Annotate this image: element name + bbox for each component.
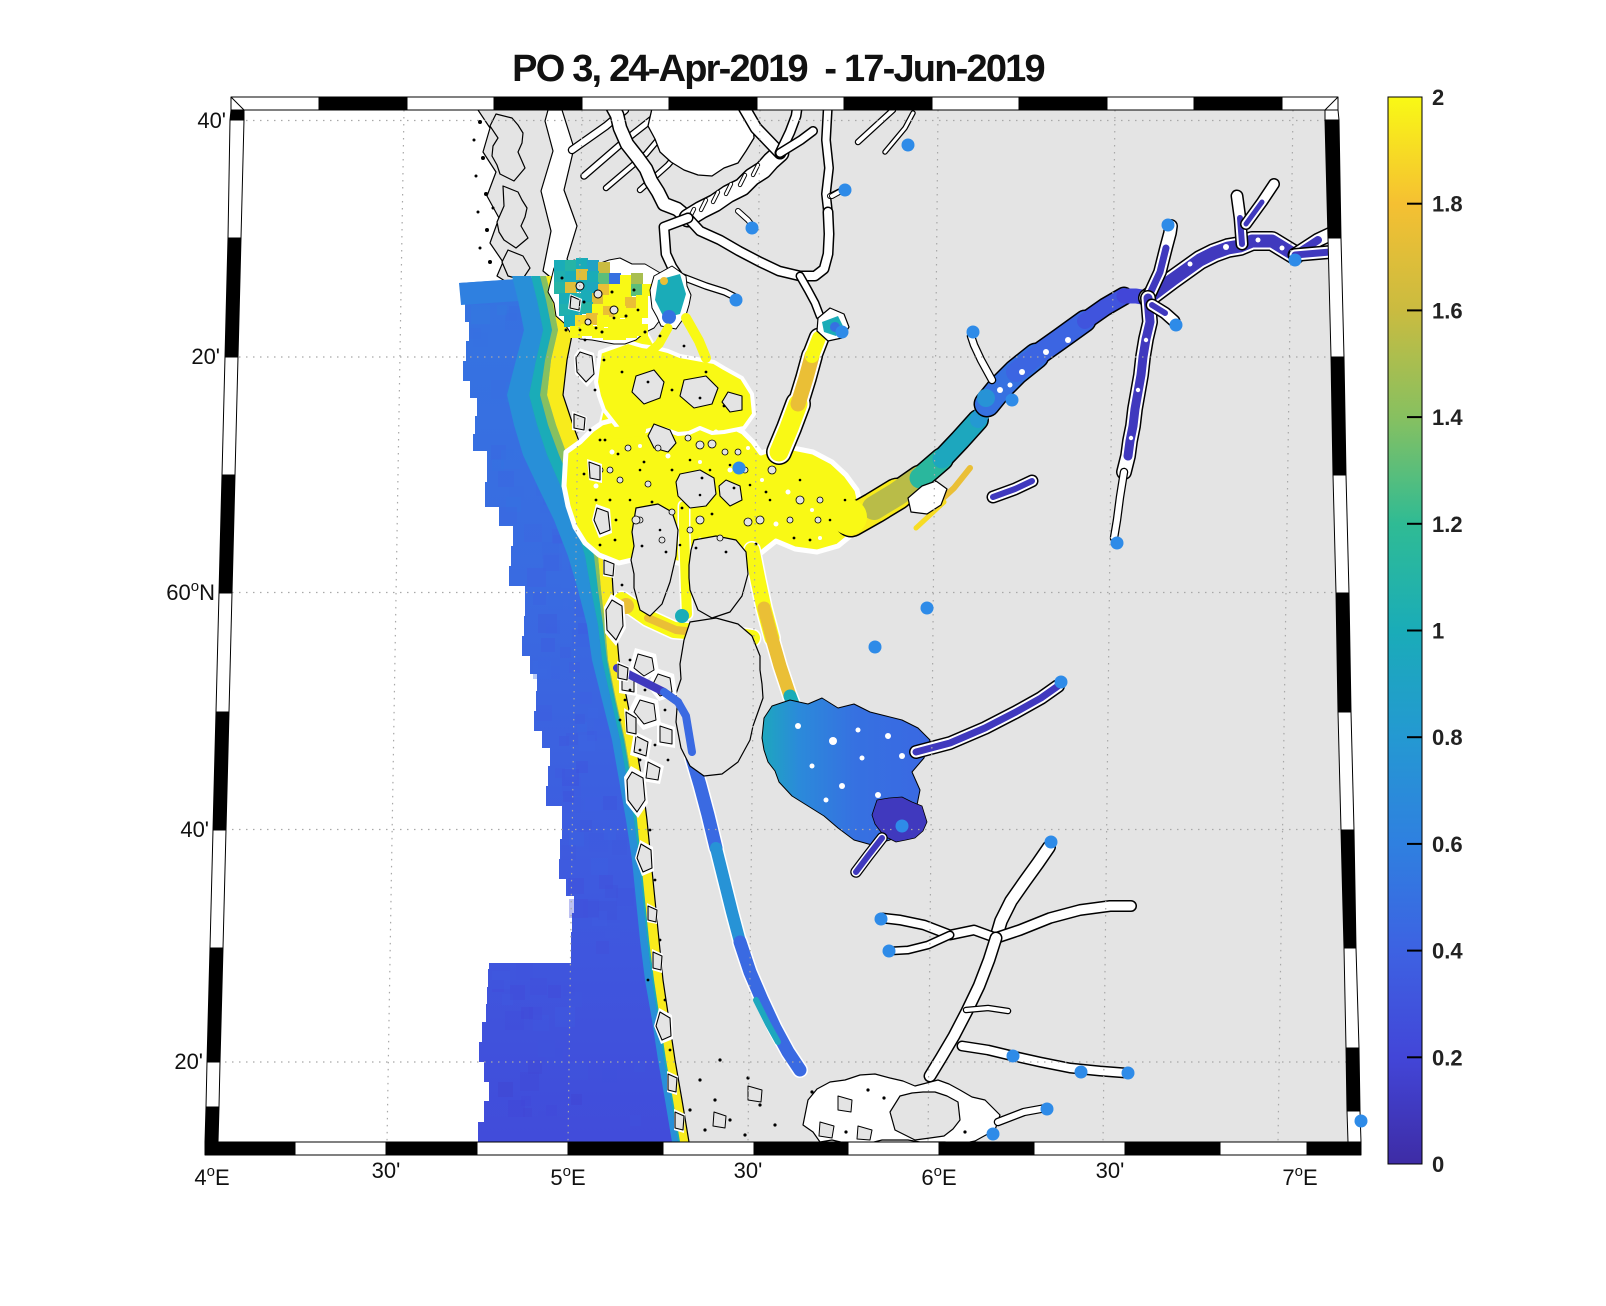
svg-text:30': 30' [1096,1158,1125,1183]
svg-text:1: 1 [1432,619,1444,644]
svg-text:40': 40' [197,108,226,133]
svg-text:30': 30' [734,1158,763,1183]
svg-text:60oN: 60oN [166,578,215,605]
svg-text:1.2: 1.2 [1432,512,1463,537]
svg-text:0.2: 0.2 [1432,1045,1463,1070]
svg-text:30': 30' [372,1158,401,1183]
svg-text:1.6: 1.6 [1432,298,1463,323]
svg-text:2: 2 [1432,85,1444,110]
svg-text:0.6: 0.6 [1432,832,1463,857]
svg-text:0.4: 0.4 [1432,939,1463,964]
svg-text:20': 20' [191,344,220,369]
svg-text:40': 40' [180,817,209,842]
svg-text:0: 0 [1432,1152,1444,1177]
svg-text:1.8: 1.8 [1432,192,1463,217]
svg-text:0.8: 0.8 [1432,725,1463,750]
svg-text:PO 3, 24-Apr-2019 - 17-Jun-20: PO 3, 24-Apr-2019 - 17-Jun-2019 [512,48,1044,90]
svg-text:1.4: 1.4 [1432,405,1463,430]
svg-text:20': 20' [174,1049,203,1074]
svg-text:4oE: 4oE [194,1163,229,1190]
